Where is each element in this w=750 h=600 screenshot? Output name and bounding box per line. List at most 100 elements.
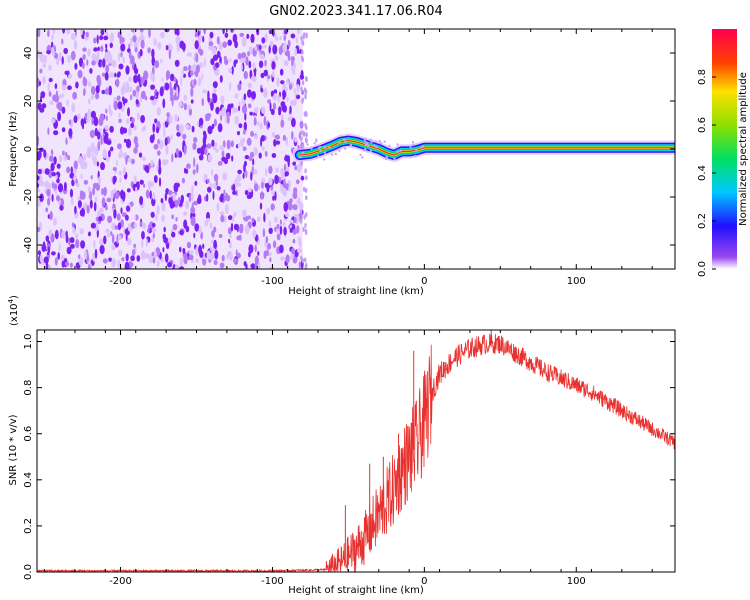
- noise-blob: [130, 158, 135, 165]
- noise-blob: [214, 142, 218, 148]
- noise-blob: [233, 258, 238, 264]
- noise-blob: [119, 35, 122, 45]
- noise-blob: [79, 228, 84, 235]
- noise-blob: [120, 85, 126, 96]
- noise-blob: [257, 121, 260, 126]
- noise-blob: [273, 240, 277, 249]
- noise-blob: [113, 208, 117, 219]
- noise-blob: [296, 83, 300, 93]
- noise-blob: [228, 241, 232, 249]
- noise-blob: [274, 191, 277, 201]
- noise-blob: [233, 107, 239, 113]
- snr-y-label: SNR (10 * v/v): [8, 414, 19, 485]
- signal-scatter: [300, 137, 304, 140]
- noise-blob: [134, 214, 137, 220]
- noise-blob: [51, 172, 56, 177]
- noise-blob: [230, 222, 234, 232]
- noise-blob: [94, 146, 99, 157]
- noise-blob: [75, 81, 79, 89]
- colorbar-ticks: 0.0 0.2 0.4 0.6 0.8: [697, 69, 716, 277]
- noise-blob: [73, 115, 78, 124]
- noise-blob: [234, 115, 239, 125]
- noise-blob: [243, 121, 247, 132]
- noise-blob: [37, 188, 41, 193]
- noise-blob: [164, 137, 168, 147]
- noise-blob: [294, 47, 298, 57]
- noise-blob: [276, 229, 280, 235]
- noise-blob: [142, 222, 147, 230]
- noise-blob: [210, 247, 216, 252]
- noise-blob: [213, 226, 217, 233]
- noise-blob: [190, 87, 194, 98]
- noise-blob: [283, 34, 287, 42]
- noise-blob: [125, 214, 129, 221]
- noise-blob: [85, 31, 89, 38]
- noise-blob: [228, 67, 232, 74]
- noise-blob: [198, 244, 203, 255]
- noise-blob: [216, 202, 220, 212]
- noise-blob: [183, 73, 186, 78]
- noise-blob: [51, 34, 54, 42]
- noise-blob: [103, 128, 106, 134]
- noise-blob: [133, 222, 137, 229]
- noise-blob: [101, 187, 104, 195]
- noise-blob: [116, 95, 121, 101]
- signal-scatter: [364, 143, 368, 146]
- noise-blob: [80, 173, 83, 180]
- noise-blob: [66, 246, 72, 255]
- noise-blob: [51, 46, 54, 56]
- noise-blob: [188, 64, 192, 72]
- noise-blob: [275, 140, 281, 145]
- noise-blob: [48, 155, 54, 162]
- noise-blob: [304, 264, 307, 269]
- noise-blob: [151, 74, 156, 82]
- noise-blob: [257, 216, 261, 223]
- noise-blob: [285, 212, 289, 218]
- noise-blob: [279, 225, 283, 235]
- noise-blob: [268, 45, 271, 54]
- noise-blob: [181, 68, 184, 77]
- noise-blob: [299, 218, 303, 224]
- noise-blob: [241, 36, 247, 47]
- noise-blob: [299, 201, 304, 211]
- noise-blob: [99, 238, 104, 247]
- noise-blob: [83, 88, 86, 97]
- noise-blob: [174, 114, 179, 122]
- noise-blob: [198, 62, 204, 68]
- noise-blob: [276, 233, 281, 241]
- noise-blob: [258, 60, 264, 68]
- noise-blob: [301, 39, 304, 45]
- noise-blob: [124, 261, 130, 269]
- noise-blob: [39, 68, 43, 74]
- noise-blob: [97, 46, 100, 52]
- noise-blob: [201, 73, 204, 81]
- noise-blob: [301, 143, 305, 149]
- noise-blob: [156, 260, 160, 267]
- noise-blob: [254, 134, 258, 140]
- noise-blob: [304, 137, 308, 143]
- noise-blob: [175, 183, 180, 188]
- noise-blob: [280, 256, 285, 261]
- noise-blob: [176, 124, 180, 132]
- noise-blob: [185, 200, 190, 210]
- noise-blob: [196, 121, 200, 126]
- noise-blob: [89, 199, 93, 209]
- signal-track: [292, 133, 675, 162]
- noise-blob: [37, 175, 40, 181]
- noise-blob: [152, 192, 156, 200]
- noise-blob: [287, 50, 291, 59]
- noise-blob: [225, 203, 229, 214]
- noise-blob: [262, 44, 267, 49]
- noise-blob: [207, 125, 213, 135]
- noise-blob: [93, 37, 97, 44]
- noise-blob: [139, 195, 144, 206]
- signal-track-layer: [299, 140, 675, 156]
- noise-blob: [138, 152, 143, 158]
- noise-blob: [105, 43, 108, 49]
- noise-blob: [248, 188, 252, 193]
- noise-blob: [53, 130, 59, 136]
- noise-blob: [154, 89, 157, 94]
- noise-blob: [150, 181, 154, 187]
- noise-blob: [141, 239, 144, 248]
- noise-blob: [276, 223, 280, 230]
